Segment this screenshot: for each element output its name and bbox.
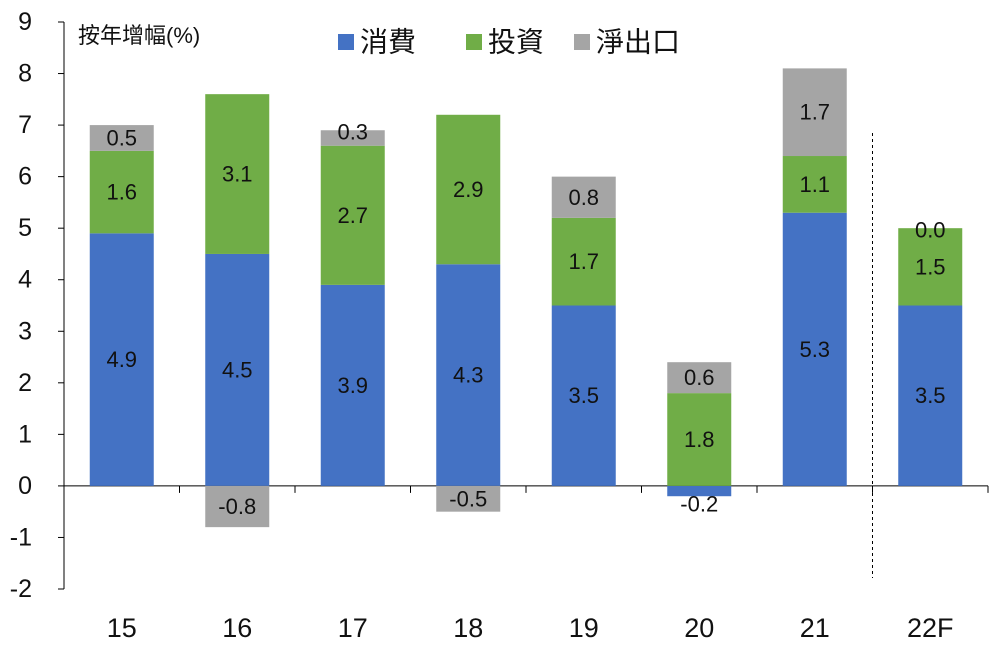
data-label: -0.5 (449, 486, 487, 511)
data-label: 0.0 (915, 218, 946, 243)
bars (89, 68, 963, 528)
axes: -2 -1 0 1 2 3 4 5 6 7 8 9 15 16 17 18 19 20 21 22F (10, 8, 989, 643)
x-tick-label: 16 (222, 613, 252, 643)
bar-segment (667, 393, 732, 486)
data-label: 1.1 (799, 172, 830, 197)
data-label: 5.3 (799, 337, 830, 362)
x-tick-label: 18 (453, 613, 483, 643)
bar-segment (89, 125, 154, 151)
data-label: 1.7 (799, 100, 830, 125)
data-label: 4.3 (453, 363, 484, 388)
bar-segment (667, 485, 732, 497)
bar-segment (205, 253, 270, 486)
bar-segment (551, 176, 616, 218)
bar-segment (551, 217, 616, 306)
bar-segment (898, 305, 963, 486)
y-tick-label: 1 (18, 420, 32, 448)
data-label: -0.8 (218, 494, 256, 519)
legend-swatch (466, 34, 482, 50)
bar-segment (667, 362, 732, 394)
data-label: 0.8 (568, 185, 599, 210)
bar-segment (205, 94, 270, 254)
y-tick-label: 0 (18, 472, 32, 500)
legend-label: 淨出口 (596, 27, 680, 58)
data-label: 0.3 (337, 120, 368, 145)
x-tick-label: 20 (684, 613, 714, 643)
bar-segment (898, 228, 963, 306)
legend-swatch (338, 34, 354, 50)
data-label: 1.6 (106, 180, 137, 205)
data-label: 3.9 (337, 373, 368, 398)
bar-segment (89, 233, 154, 486)
legend-label: 投資 (488, 27, 544, 58)
y-tick-label: 9 (18, 8, 32, 36)
data-label: 3.1 (222, 162, 253, 187)
data-label: 4.9 (106, 347, 137, 372)
x-tick-label: 15 (107, 613, 137, 643)
x-tick-label: 17 (338, 613, 368, 643)
bar-segment (89, 150, 154, 234)
bar-segment (782, 156, 847, 213)
y-tick-label: 6 (18, 163, 32, 191)
data-label: 1.5 (915, 254, 946, 279)
legend-swatch (574, 34, 590, 50)
data-label: 3.5 (568, 383, 599, 408)
data-label: 4.5 (222, 357, 253, 382)
y-tick-label: 2 (18, 369, 32, 397)
bar-segment (782, 68, 847, 157)
bar-segment (205, 485, 270, 528)
bar-segment (436, 264, 501, 486)
data-label: -0.2 (680, 492, 718, 517)
data-label: 3.5 (915, 383, 946, 408)
data-label: 2.7 (337, 203, 368, 228)
x-tick-label: 22F (907, 613, 954, 643)
y-tick-label: -2 (10, 575, 32, 603)
data-label: 1.7 (568, 249, 599, 274)
y-tick-label: 7 (18, 111, 32, 139)
data-labels: 4.9 1.6 0.5 4.5 3.1 -0.8 3.9 2.7 0.3 4.3 2.9 -0.5 3.… (106, 100, 945, 519)
y-tick-label: 5 (18, 214, 32, 242)
bar-segment (320, 130, 385, 146)
bar-segment (782, 212, 847, 486)
legend-label: 消費 (360, 27, 416, 58)
bar-segment (436, 485, 501, 512)
bar-segment (320, 284, 385, 486)
legend: 消費 投資 淨出口 (338, 27, 680, 58)
y-axis-title: 按年增幅(%) (78, 23, 200, 48)
x-tick-label: 19 (569, 613, 599, 643)
data-label: 0.6 (684, 365, 715, 390)
y-tick-label: -1 (10, 523, 32, 551)
y-tick-label: 4 (18, 266, 32, 294)
y-tick-label: 3 (18, 317, 32, 345)
data-label: 0.5 (106, 125, 137, 150)
data-label: 1.8 (684, 427, 715, 452)
data-label: 2.9 (453, 177, 484, 202)
x-tick-label: 21 (800, 613, 830, 643)
bar-segment (320, 145, 385, 285)
bar-segment (436, 114, 501, 265)
y-tick-label: 8 (18, 60, 32, 88)
bar-segment (551, 305, 616, 486)
